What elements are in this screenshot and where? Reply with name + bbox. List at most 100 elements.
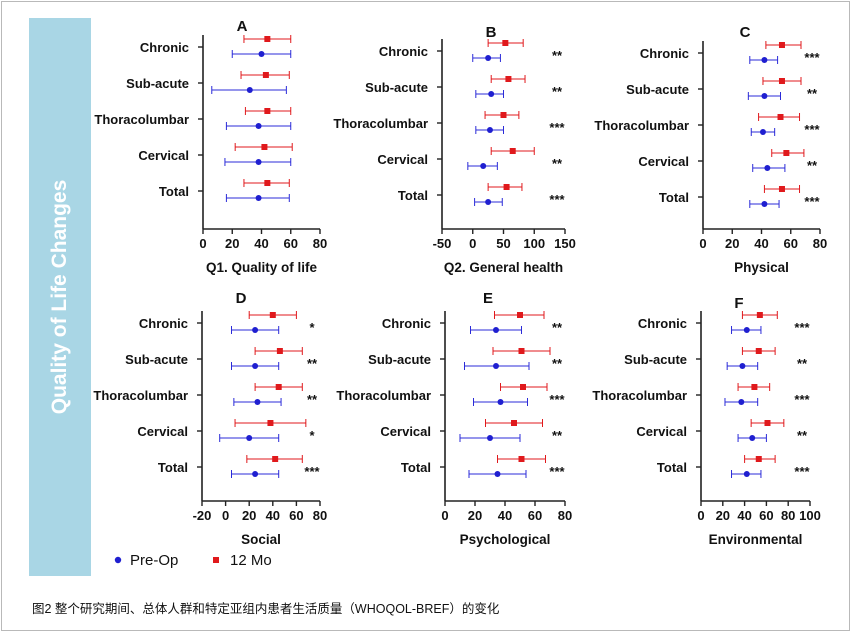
panel-letter: A (237, 18, 248, 35)
row-label: Sub-acute (365, 80, 428, 95)
row-label: Sub-acute (368, 352, 431, 367)
post-mean-marker (502, 40, 509, 46)
post-mean-marker (756, 312, 763, 318)
row-label: Thoracolumbar (594, 118, 689, 133)
x-tick-label: 0 (699, 236, 706, 251)
panel-d: D -20 0 20 40 60 80 Social Chronic * Sub-acute ** Th… (93, 290, 327, 547)
x-tick-label: 100 (523, 236, 545, 251)
pre-mean-marker (255, 195, 262, 201)
pre-mean-marker (485, 55, 492, 61)
legend-pre: Pre-Op (112, 552, 178, 569)
x-tick-label: 60 (759, 508, 773, 523)
legend-post-marker (213, 557, 219, 563)
post-mean-marker (783, 150, 790, 156)
row-label: Chronic (638, 316, 687, 331)
x-axis-title: Q1. Quality of life (206, 260, 318, 275)
pre-mean-marker (759, 129, 766, 135)
row-label: Cervical (377, 152, 428, 167)
significance-mark: *** (549, 464, 565, 479)
x-tick-label: 20 (225, 236, 239, 251)
post-mean-marker (272, 456, 279, 462)
significance-mark: ** (552, 156, 563, 171)
pre-mean-marker (497, 399, 504, 405)
x-axis-title: Psychological (460, 532, 551, 547)
row-label: Cervical (380, 424, 431, 439)
significance-mark: ** (797, 356, 808, 371)
x-tick-label: 0 (697, 508, 704, 523)
pre-mean-marker (764, 165, 771, 171)
row-label: Thoracolumbar (592, 388, 687, 403)
post-mean-marker (518, 456, 525, 462)
x-tick-label: 20 (242, 508, 256, 523)
post-mean-marker (269, 312, 276, 318)
x-tick-label: 40 (266, 508, 280, 523)
post-mean-marker (261, 144, 268, 150)
x-tick-label: 80 (781, 508, 795, 523)
row-label: Sub-acute (126, 76, 189, 91)
row-label: Cervical (636, 424, 687, 439)
pre-mean-marker (761, 201, 768, 207)
post-mean-marker (778, 186, 785, 192)
x-tick-label: 40 (737, 508, 751, 523)
row-label: Thoracolumbar (94, 112, 189, 127)
row-label: Total (158, 460, 188, 475)
panel-f: F 0 20 40 60 80 100 Environmental Chronic *** Sub-… (592, 295, 820, 547)
post-mean-marker (500, 112, 507, 118)
row-label: Chronic (382, 316, 431, 331)
x-tick-label: 60 (284, 236, 298, 251)
x-tick-label: 0 (199, 236, 206, 251)
row-label: Thoracolumbar (333, 116, 428, 131)
x-tick-label: 60 (289, 508, 303, 523)
pre-mean-marker (485, 199, 492, 205)
significance-mark: ** (552, 356, 563, 371)
x-axis-title: Physical (734, 260, 789, 275)
significance-mark: ** (807, 86, 818, 101)
significance-mark: ** (552, 428, 563, 443)
row-label: Chronic (139, 316, 188, 331)
x-tick-label: 0 (469, 236, 476, 251)
pre-mean-marker (255, 159, 262, 165)
x-tick-label: -20 (193, 508, 212, 523)
x-tick-label: 20 (468, 508, 482, 523)
side-banner (29, 18, 91, 576)
pre-mean-marker (252, 363, 259, 369)
row-label: Cervical (137, 424, 188, 439)
pre-mean-marker (486, 127, 493, 133)
pre-mean-marker (488, 91, 495, 97)
post-mean-marker (518, 348, 525, 354)
row-label: Sub-acute (624, 352, 687, 367)
post-mean-marker (520, 384, 526, 390)
significance-mark: * (309, 320, 315, 335)
panel-letter: C (740, 24, 751, 41)
significance-mark: ** (307, 392, 318, 407)
row-label: Total (401, 460, 431, 475)
significance-mark: ** (797, 428, 808, 443)
x-tick-label: 80 (313, 508, 327, 523)
pre-mean-marker (493, 327, 499, 333)
significance-mark: ** (307, 356, 318, 371)
x-axis-title: Social (241, 532, 281, 547)
pre-mean-marker (493, 363, 499, 369)
pre-mean-marker (743, 327, 750, 333)
row-label: Thoracolumbar (336, 388, 431, 403)
x-tick-label: 100 (799, 508, 821, 523)
x-tick-label: 20 (716, 508, 730, 523)
x-tick-label: -50 (433, 236, 452, 251)
x-axis-title: Q2. General health (444, 260, 563, 275)
pre-mean-marker (749, 435, 756, 441)
row-label: Thoracolumbar (93, 388, 188, 403)
significance-mark: * (309, 428, 315, 443)
significance-mark: ** (552, 84, 563, 99)
post-mean-marker (778, 42, 785, 48)
post-mean-marker (517, 312, 523, 318)
pre-mean-marker (252, 327, 259, 333)
figure-caption: 图2 整个研究期间、总体人群和特定亚组内患者生活质量（WHOQOL-BREF）的… (32, 602, 500, 616)
pre-mean-marker (739, 363, 746, 369)
significance-mark: *** (804, 194, 820, 209)
significance-mark: *** (304, 464, 320, 479)
panel-e: E 0 20 40 60 80 Psychological Chronic ** Sub-acut… (336, 290, 572, 547)
x-tick-label: 80 (813, 236, 827, 251)
x-tick-label: 20 (725, 236, 739, 251)
